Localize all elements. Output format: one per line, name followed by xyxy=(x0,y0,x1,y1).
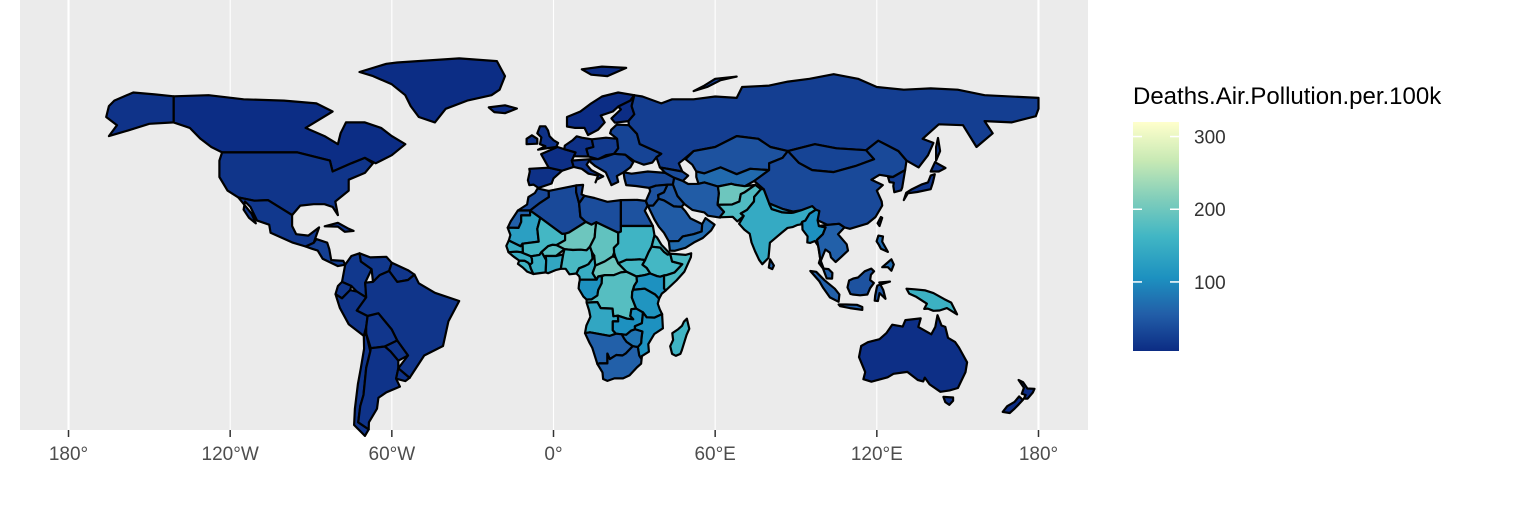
country-mindanao xyxy=(881,258,895,272)
country-sri-lanka xyxy=(767,258,775,271)
x-tick-label-3: 0° xyxy=(544,444,562,465)
legend-label-1: 200 xyxy=(1194,200,1226,221)
country-sulawesi xyxy=(873,280,892,303)
country-yemen-oman xyxy=(667,217,716,252)
country-iceland xyxy=(487,104,518,115)
country-new-zealand-north xyxy=(1017,378,1036,400)
country-ghana-togo-benin xyxy=(544,253,565,275)
country-japan xyxy=(902,173,936,202)
legend-ticks: 300 200 100 xyxy=(1133,128,1226,294)
country-uruguay xyxy=(395,367,411,383)
country-philippines xyxy=(875,234,889,253)
x-tick-label-1: 120°W xyxy=(202,444,259,465)
country-sumatra xyxy=(809,269,841,303)
country-cuba xyxy=(323,221,355,233)
country-java xyxy=(837,303,864,311)
legend-colorbar xyxy=(1133,122,1179,351)
country-canada xyxy=(172,94,407,173)
country-south-africa xyxy=(596,345,643,382)
legend-title: Deaths.Air.Pollution.per.100k xyxy=(1133,83,1442,110)
country-argentina xyxy=(357,345,401,431)
country-korea xyxy=(887,169,907,194)
country-thailand-indochina xyxy=(815,222,850,280)
legend-label-0: 300 xyxy=(1194,128,1226,149)
country-novaya-zemlya xyxy=(692,75,738,93)
country-united-states xyxy=(218,151,375,217)
x-axis: 180° 120°W 60°W 0° 60°E 120°E 180° xyxy=(49,430,1058,465)
country-svalbard xyxy=(580,65,628,78)
legend-label-2: 100 xyxy=(1194,273,1226,294)
country-taiwan xyxy=(876,215,884,228)
country-nigeria xyxy=(559,245,594,276)
country-hokkaido xyxy=(929,161,947,173)
country-australia xyxy=(857,314,969,393)
x-tick-label-2: 60°W xyxy=(369,444,416,465)
x-tick-label-4: 60°E xyxy=(694,444,735,465)
country-shapes xyxy=(105,57,1040,437)
country-tasmania xyxy=(942,395,955,406)
x-tick-label-0: 180° xyxy=(49,444,88,465)
country-nepal-bangladesh xyxy=(768,202,794,214)
country-uganda-kenya xyxy=(632,272,667,300)
legend: Deaths.Air.Pollution.per.100k 300 200 100 xyxy=(1133,83,1442,351)
country-ireland xyxy=(525,134,539,146)
country-central-america xyxy=(304,238,347,268)
country-italy xyxy=(570,158,605,184)
country-madagascar xyxy=(669,317,691,357)
country-borneo xyxy=(846,267,876,297)
country-mexico xyxy=(237,196,321,248)
country-alaska xyxy=(105,91,175,138)
country-new-guinea xyxy=(905,287,959,316)
country-sakhalin xyxy=(935,136,942,162)
country-new-zealand-south xyxy=(1001,395,1024,415)
x-tick-label-6: 180° xyxy=(1019,444,1058,465)
x-tick-label-5: 120°E xyxy=(851,444,903,465)
country-greenland xyxy=(358,57,507,124)
